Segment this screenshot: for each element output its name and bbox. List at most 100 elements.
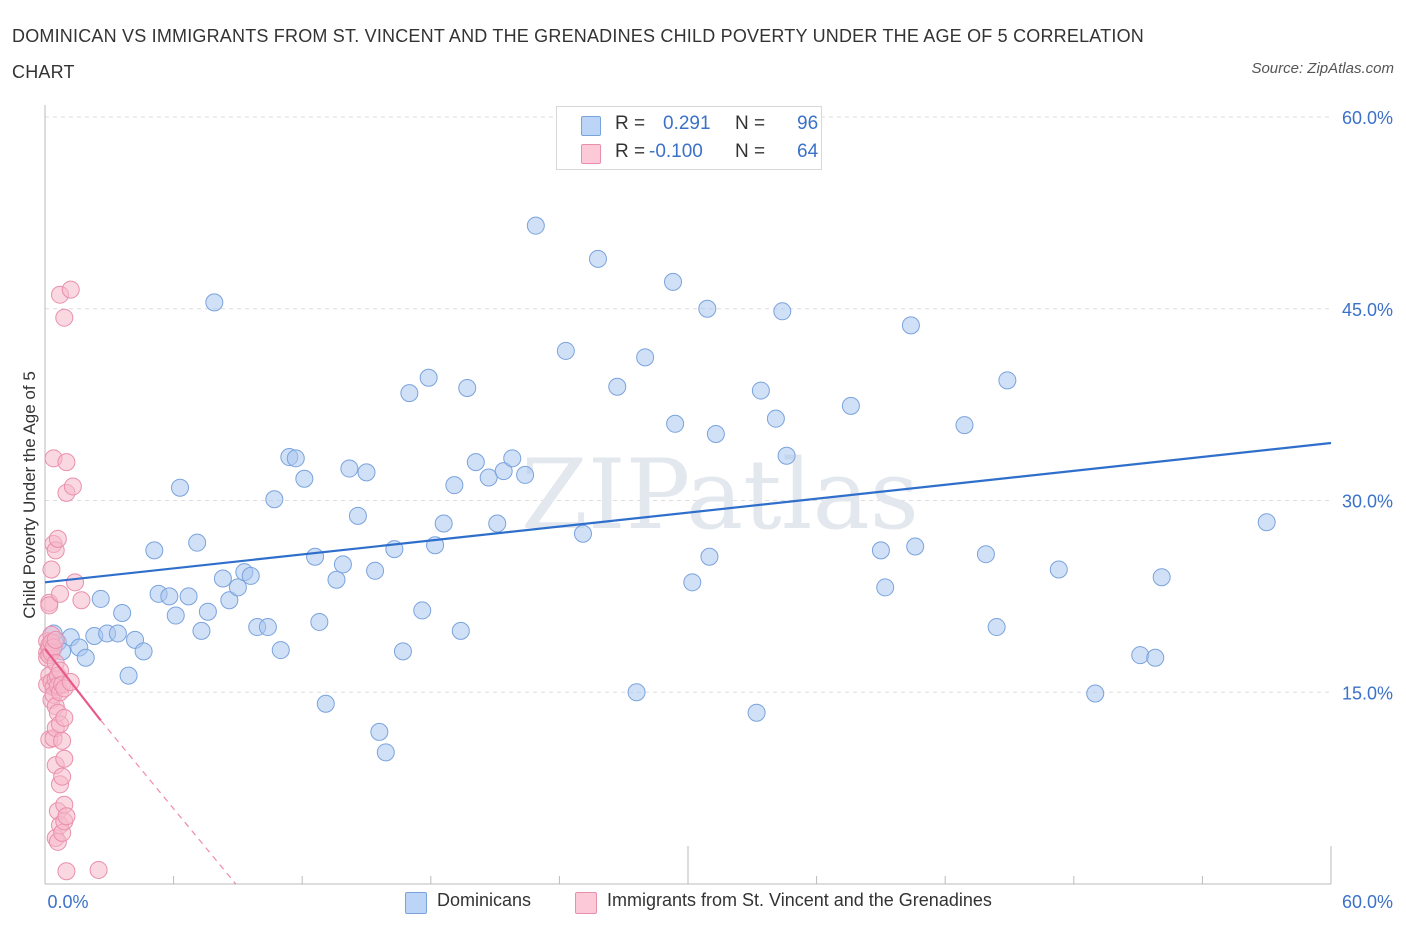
dominican-point <box>1152 568 1171 587</box>
y-axis-label: Child Poverty Under the Age of 5 <box>20 371 39 619</box>
dominican-point <box>108 624 127 643</box>
r-label: R = <box>615 141 646 162</box>
dominican-point <box>451 621 470 640</box>
dominican-point <box>258 618 277 637</box>
immigrant-point <box>53 767 72 786</box>
dominican-point <box>265 490 284 509</box>
dominican-point <box>1131 646 1150 665</box>
dominican-point <box>357 463 376 482</box>
dominican-point <box>488 514 507 533</box>
y-tick-label: 45.0% <box>1342 300 1393 320</box>
immigrant-point <box>48 529 67 548</box>
dominican-point <box>494 462 513 481</box>
dominican-point <box>348 506 367 525</box>
dominican-point <box>76 648 95 667</box>
immigrant-point <box>72 591 91 610</box>
dominican-point <box>306 547 325 566</box>
n-value: 96 <box>797 113 819 134</box>
immigrant-point <box>57 807 76 826</box>
n-value: 64 <box>797 141 819 162</box>
dominican-point <box>556 341 575 360</box>
dominican-point <box>310 612 329 631</box>
immigrant-point <box>66 573 85 592</box>
dominican-point <box>445 476 464 495</box>
immigrant-point <box>57 862 76 881</box>
dominican-point <box>145 541 164 560</box>
immigrants-swatch <box>581 144 601 164</box>
dominican-point <box>955 416 974 435</box>
dominican-point <box>876 578 895 597</box>
dominican-point <box>316 694 335 713</box>
dominican-point <box>434 514 453 533</box>
dominican-point <box>700 547 719 566</box>
dominican-point <box>751 381 770 400</box>
dominican-point <box>366 561 385 580</box>
immigrant-point <box>42 560 61 579</box>
dominican-point <box>134 642 153 661</box>
dominican-point <box>503 449 522 468</box>
dominican-point <box>228 578 247 597</box>
dominican-point <box>458 379 477 398</box>
dominican-point <box>91 589 110 608</box>
dominican-point <box>871 541 890 560</box>
dominican-trend-line <box>44 441 1332 584</box>
dominican-point <box>608 377 627 396</box>
n-label: N = <box>735 141 766 162</box>
dominican-point <box>333 555 352 574</box>
dominican-point <box>636 348 655 367</box>
dominican-point <box>906 537 925 556</box>
immigrant-point <box>89 860 108 879</box>
y-tick-label: 60.0% <box>1342 108 1393 128</box>
dominican-point <box>663 272 682 291</box>
immigrant-point <box>55 308 74 327</box>
r-label: R = <box>615 113 646 134</box>
dominican-point <box>976 545 995 564</box>
dominican-point <box>747 703 766 722</box>
dominican-point <box>295 469 314 488</box>
x-tick-label: 60.0% <box>1342 892 1393 912</box>
dominican-point <box>340 459 359 478</box>
immigrant-point <box>51 584 70 603</box>
chart-title: DOMINICAN VS IMMIGRANTS FROM ST. VINCENT… <box>12 26 1144 82</box>
dominican-point <box>188 533 207 552</box>
dominican-point <box>766 409 785 428</box>
dominican-point <box>573 524 592 543</box>
dominican-point <box>683 573 702 592</box>
immigrant-point <box>63 477 82 496</box>
dominican-point <box>419 368 438 387</box>
dominican-point <box>1049 560 1068 579</box>
r-value: -0.100 <box>649 141 703 162</box>
dominican-point <box>706 425 725 444</box>
dominican-point <box>220 591 239 610</box>
dominican-point <box>479 468 498 487</box>
dominican-point <box>413 601 432 620</box>
r-value: 0.291 <box>663 113 711 134</box>
dominican-point <box>171 478 190 497</box>
dominican-point <box>666 414 685 433</box>
dominican-point <box>327 570 346 589</box>
dominican-point <box>998 371 1017 390</box>
dominican-point <box>376 743 395 762</box>
legend-label-dominicans: Dominicans <box>437 890 532 910</box>
dominican-point <box>286 449 305 468</box>
n-label: N = <box>735 113 766 134</box>
dominican-point <box>271 641 290 660</box>
dominican-point <box>393 642 412 661</box>
legend-swatch-dominicans <box>405 892 427 914</box>
source-label: Source: ZipAtlas.com <box>1251 60 1394 77</box>
dominican-point <box>987 618 1006 637</box>
dominican-point <box>213 569 232 588</box>
dominican-point <box>466 453 485 472</box>
dominican-point <box>113 603 132 622</box>
dominican-point <box>1086 684 1105 703</box>
dominican-point <box>777 446 796 465</box>
y-tick-label: 30.0% <box>1342 492 1393 512</box>
immigrant-point <box>57 453 76 472</box>
dominicans-swatch <box>581 116 601 136</box>
immigrant-point <box>53 731 72 750</box>
dominican-point <box>205 293 224 312</box>
dominican-point <box>627 683 646 702</box>
y-tick-label: 15.0% <box>1342 683 1393 703</box>
legend-swatch-immigrants <box>575 892 597 914</box>
x-tick-label: 0.0% <box>47 892 88 912</box>
